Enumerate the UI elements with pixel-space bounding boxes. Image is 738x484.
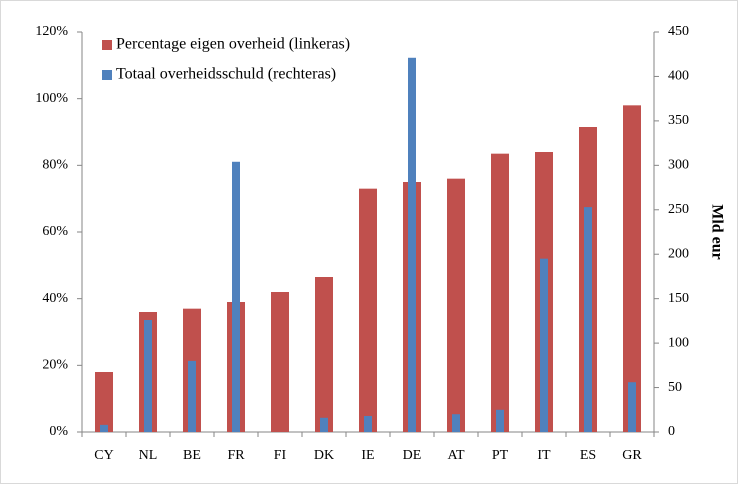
y-tick-label: 120% (35, 24, 68, 39)
bar (496, 409, 504, 432)
x-tick-label: DK (314, 448, 334, 463)
x-tick-label: GR (622, 448, 642, 463)
y-tick-label: 20% (42, 358, 68, 373)
bar (447, 178, 465, 432)
bar (232, 161, 240, 432)
legend-swatch (102, 70, 112, 80)
x-tick-label: ES (580, 448, 596, 463)
x-tick-label: DE (403, 448, 422, 463)
y2-tick-label: 0 (668, 424, 675, 439)
y-tick-label: 80% (42, 158, 68, 173)
x-tick-label: FR (227, 448, 245, 463)
y2-tick-label: 300 (668, 158, 689, 173)
y2-tick-label: 450 (668, 24, 689, 39)
bar (408, 57, 416, 433)
y-tick-label: 40% (42, 291, 68, 306)
y2-tick-label: 250 (668, 202, 689, 217)
legend-label: Percentage eigen overheid (linkeras) (116, 36, 350, 53)
bar (188, 360, 196, 432)
bar (540, 258, 548, 432)
x-tick-label: IT (537, 448, 551, 463)
x-tick-label: FI (274, 448, 287, 463)
y2-tick-label: 350 (668, 113, 689, 128)
x-tick-label: BE (183, 448, 201, 463)
bar (491, 153, 509, 432)
bar (584, 207, 592, 432)
y2-tick-label: 200 (668, 246, 689, 261)
bar (628, 382, 636, 432)
bar (452, 414, 460, 432)
x-tick-label: AT (447, 448, 465, 463)
bar (359, 188, 377, 432)
legend-swatch (102, 40, 112, 50)
y-tick-label: 60% (42, 224, 68, 239)
bar (315, 277, 333, 432)
bar (320, 417, 328, 432)
bar (95, 372, 113, 432)
x-tick-label: IE (361, 448, 374, 463)
bar (271, 292, 289, 432)
y2-axis-title: Mld eur (708, 204, 725, 260)
legend-label: Totaal overheidsschuld (rechteras) (116, 66, 336, 83)
bar (623, 105, 641, 432)
y-tick-label: 100% (35, 91, 68, 106)
y-tick-label: 0% (49, 424, 68, 439)
bar (364, 416, 372, 432)
x-tick-label: NL (139, 448, 158, 463)
y2-tick-label: 50 (668, 380, 682, 395)
bar (100, 424, 108, 432)
x-tick-label: CY (94, 448, 113, 463)
y2-tick-label: 100 (668, 335, 689, 350)
bar (144, 320, 152, 432)
y2-tick-label: 150 (668, 291, 689, 306)
x-tick-label: PT (492, 448, 509, 463)
y2-tick-label: 400 (668, 69, 689, 84)
